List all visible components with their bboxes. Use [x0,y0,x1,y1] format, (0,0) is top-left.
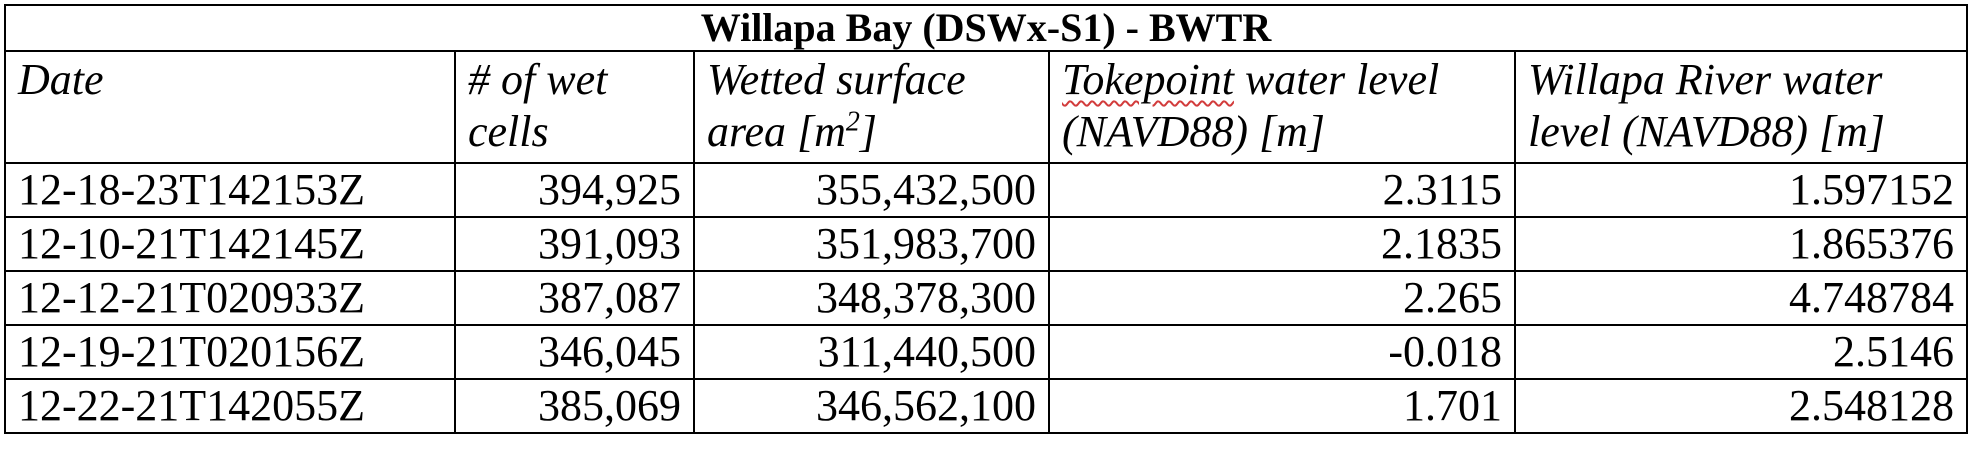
header-willapa-river: Willapa River water level (NAVD88) [m] [1513,50,1969,164]
cell-tokepoint: 2.1835 [1048,216,1516,272]
header-wet-cells-line2: cells [468,107,549,156]
header-tokepoint-line2: (NAVD88) [m] [1062,107,1326,156]
header-wetted-area-line1: Wetted surface [707,55,966,104]
header-tokepoint-word: Tokepoint [1062,55,1234,104]
table-title: Willapa Bay (DSWx-S1) - BWTR [3,4,1969,52]
cell-tokepoint: 2.265 [1048,270,1516,326]
cell-area: 351,983,700 [693,216,1050,272]
cell-wet-cells: 391,093 [454,216,695,272]
cell-willapa: 2.5146 [1513,324,1969,380]
cell-tokepoint: 1.701 [1048,378,1516,434]
table-row: 12-12-21T020933Z 387,087 348,378,300 2.2… [4,270,1969,326]
header-date: Date [4,50,456,164]
willapa-bay-table: Willapa Bay (DSWx-S1) - BWTR Date # of w… [3,4,1969,434]
cell-willapa: 2.548128 [1513,378,1969,434]
header-wetted-area-line2-pre: area [m [707,107,846,156]
table-row: 12-19-21T020156Z 346,045 311,440,500 -0.… [4,324,1969,380]
header-tokepoint-rest: water level [1233,55,1440,104]
cell-date: 12-10-21T142145Z [4,216,456,272]
header-tokepoint: Tokepoint water level (NAVD88) [m] [1048,50,1516,164]
table-title-row: Willapa Bay (DSWx-S1) - BWTR [3,4,1969,52]
cell-date: 12-22-21T142055Z [4,378,456,434]
table-row: 12-18-23T142153Z 394,925 355,432,500 2.3… [4,162,1969,218]
header-willapa-line1: Willapa River water [1528,55,1883,104]
table-row: 12-22-21T142055Z 385,069 346,562,100 1.7… [4,378,1969,434]
cell-area: 311,440,500 [693,324,1050,380]
cell-date: 12-18-23T142153Z [4,162,456,218]
header-wet-cells-line1: # of wet [468,55,608,104]
cell-area: 355,432,500 [693,162,1050,218]
cell-wet-cells: 394,925 [454,162,695,218]
header-wet-cells: # of wet cells [454,50,695,164]
cell-wet-cells: 387,087 [454,270,695,326]
cell-wet-cells: 346,045 [454,324,695,380]
table-header-row: Date # of wet cells Wetted surface area … [4,50,1969,164]
cell-area: 346,562,100 [693,378,1050,434]
cell-date: 12-19-21T020156Z [4,324,456,380]
cell-date: 12-12-21T020933Z [4,270,456,326]
cell-willapa: 1.597152 [1513,162,1969,218]
cell-wet-cells: 385,069 [454,378,695,434]
cell-tokepoint: 2.3115 [1048,162,1516,218]
data-table-container: Willapa Bay (DSWx-S1) - BWTR Date # of w… [3,4,1969,434]
cell-willapa: 4.748784 [1513,270,1969,326]
header-wetted-area: Wetted surface area [m2] [693,50,1050,164]
header-wetted-area-line2-post: ] [859,107,878,156]
cell-tokepoint: -0.018 [1048,324,1516,380]
header-willapa-line2: level (NAVD88) [m] [1528,107,1886,156]
header-wetted-area-exponent: 2 [845,106,860,138]
cell-area: 348,378,300 [693,270,1050,326]
cell-willapa: 1.865376 [1513,216,1969,272]
header-date-label: Date [18,55,104,104]
table-row: 12-10-21T142145Z 391,093 351,983,700 2.1… [4,216,1969,272]
